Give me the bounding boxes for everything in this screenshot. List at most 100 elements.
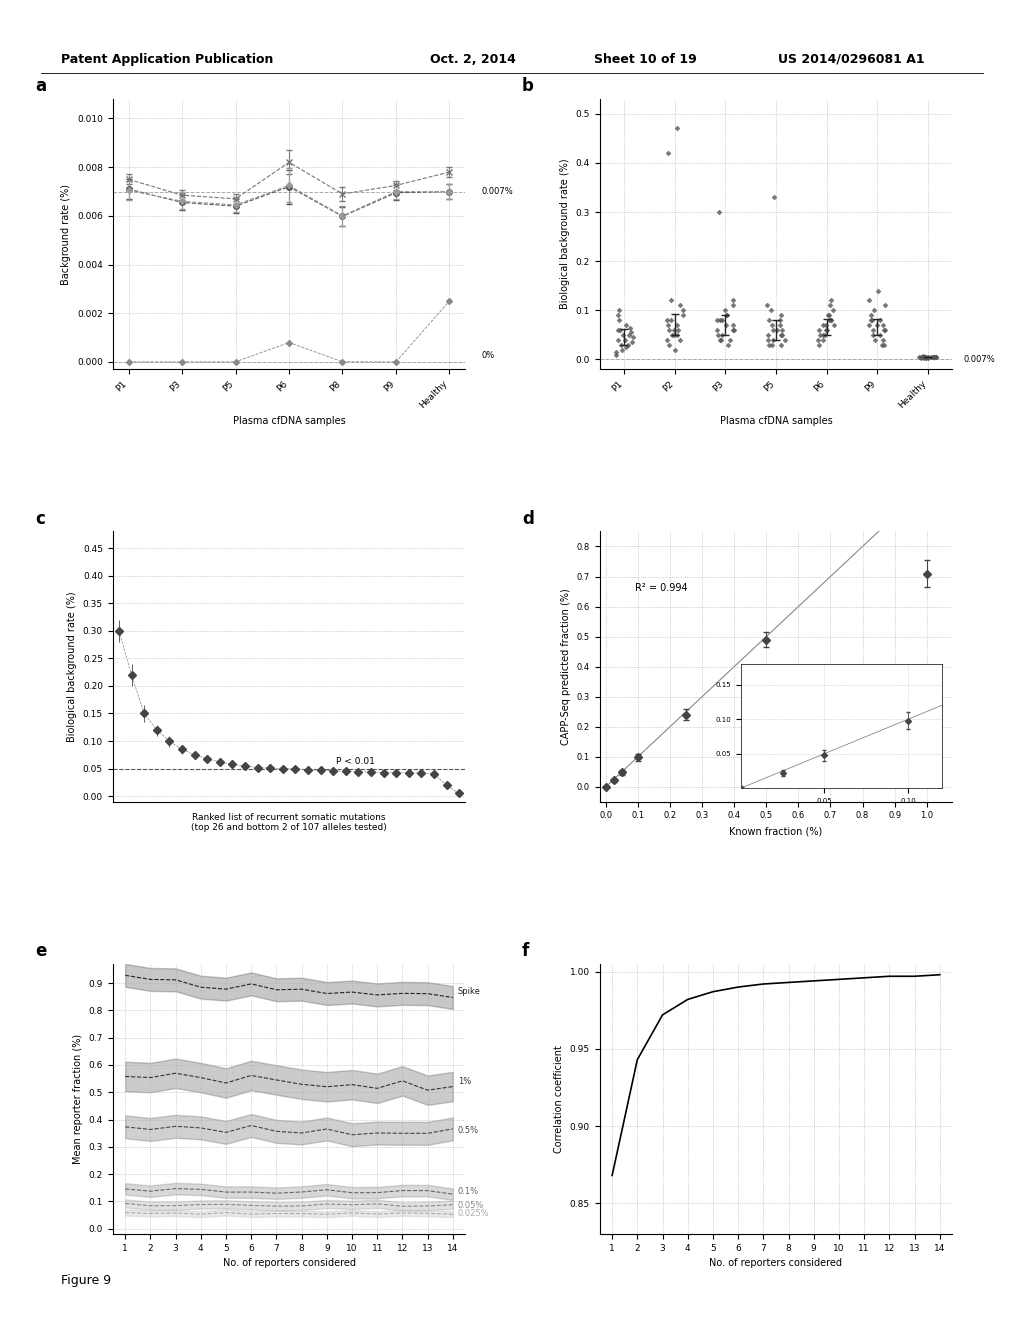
Point bbox=[774, 325, 791, 346]
Point bbox=[764, 314, 780, 335]
Text: b: b bbox=[522, 78, 534, 95]
Point bbox=[811, 334, 827, 355]
Point bbox=[718, 305, 734, 326]
Text: US 2014/0296081 A1: US 2014/0296081 A1 bbox=[778, 53, 925, 66]
Point bbox=[877, 319, 893, 341]
Point bbox=[710, 325, 726, 346]
Text: 0.007%: 0.007% bbox=[481, 187, 513, 197]
Point bbox=[918, 347, 934, 368]
Point bbox=[610, 305, 627, 326]
Point bbox=[821, 305, 838, 326]
Point bbox=[820, 310, 837, 331]
Point bbox=[662, 334, 678, 355]
Point bbox=[818, 314, 835, 335]
Point bbox=[608, 345, 625, 366]
Point bbox=[718, 314, 734, 335]
Y-axis label: Biological background rate (%): Biological background rate (%) bbox=[560, 158, 570, 309]
Point bbox=[673, 294, 689, 315]
X-axis label: No. of reporters considered: No. of reporters considered bbox=[710, 1258, 843, 1269]
Text: 0.007%: 0.007% bbox=[964, 355, 995, 364]
Point bbox=[773, 334, 790, 355]
Point bbox=[815, 329, 831, 350]
Point bbox=[625, 331, 641, 352]
Point bbox=[612, 319, 629, 341]
Point bbox=[914, 347, 931, 368]
Point bbox=[725, 319, 741, 341]
Point bbox=[764, 334, 780, 355]
Point bbox=[810, 319, 826, 341]
Point bbox=[869, 314, 886, 335]
Point bbox=[765, 319, 781, 341]
Text: e: e bbox=[35, 942, 46, 960]
Point bbox=[877, 294, 893, 315]
Point bbox=[621, 325, 637, 346]
Text: 1%: 1% bbox=[458, 1077, 471, 1086]
Point bbox=[910, 346, 927, 367]
Point bbox=[819, 319, 836, 341]
Point bbox=[823, 310, 840, 331]
Point bbox=[927, 347, 943, 368]
Text: P < 0.01: P < 0.01 bbox=[336, 758, 375, 766]
Text: 0%: 0% bbox=[481, 351, 495, 359]
Point bbox=[759, 294, 775, 315]
Point bbox=[776, 329, 793, 350]
Point bbox=[660, 143, 677, 164]
Point bbox=[610, 329, 627, 350]
Point bbox=[724, 290, 740, 312]
Point bbox=[760, 329, 776, 350]
Text: Sheet 10 of 19: Sheet 10 of 19 bbox=[594, 53, 696, 66]
Point bbox=[669, 314, 685, 335]
Text: 0.1%: 0.1% bbox=[458, 1188, 479, 1196]
Point bbox=[669, 117, 685, 139]
Point bbox=[709, 310, 725, 331]
Y-axis label: Correlation coefficient: Correlation coefficient bbox=[554, 1045, 564, 1152]
Text: d: d bbox=[522, 510, 534, 528]
Point bbox=[815, 314, 831, 335]
Point bbox=[712, 329, 728, 350]
Point bbox=[928, 346, 944, 367]
Point bbox=[722, 329, 738, 350]
Point bbox=[665, 325, 681, 346]
Point bbox=[916, 347, 933, 368]
Legend: Median, 75th percentile, Mean: Median, 75th percentile, Mean bbox=[177, 544, 401, 560]
Point bbox=[607, 342, 624, 363]
Point bbox=[725, 314, 741, 335]
Point bbox=[871, 310, 888, 331]
X-axis label: Ranked list of recurrent somatic mutations
(top 26 and bottom 2 of 107 alleles t: Ranked list of recurrent somatic mutatio… bbox=[191, 813, 387, 832]
Text: Patent Application Publication: Patent Application Publication bbox=[61, 53, 273, 66]
Text: a: a bbox=[35, 78, 46, 95]
Point bbox=[717, 300, 733, 321]
Point bbox=[928, 346, 944, 367]
Text: f: f bbox=[522, 942, 529, 960]
Point bbox=[616, 329, 633, 350]
Point bbox=[610, 300, 627, 321]
Point bbox=[612, 334, 629, 355]
Point bbox=[765, 329, 781, 350]
Text: Figure 9: Figure 9 bbox=[61, 1274, 112, 1287]
Point bbox=[664, 290, 680, 312]
Point bbox=[863, 305, 880, 326]
Y-axis label: Background rate (%): Background rate (%) bbox=[61, 183, 72, 285]
Point bbox=[625, 327, 641, 348]
Y-axis label: Biological background rate (%): Biological background rate (%) bbox=[68, 591, 77, 742]
Point bbox=[714, 310, 730, 331]
Point bbox=[920, 347, 936, 368]
Point bbox=[663, 310, 679, 331]
Point bbox=[711, 202, 727, 223]
Point bbox=[670, 319, 686, 341]
Point bbox=[658, 310, 675, 331]
Point bbox=[713, 329, 729, 350]
Point bbox=[675, 300, 691, 321]
Text: 0.5%: 0.5% bbox=[458, 1126, 479, 1135]
Point bbox=[869, 280, 886, 301]
Text: Oct. 2, 2014: Oct. 2, 2014 bbox=[430, 53, 516, 66]
Point bbox=[822, 310, 839, 331]
X-axis label: Known fraction (%): Known fraction (%) bbox=[729, 826, 822, 836]
Point bbox=[620, 334, 636, 355]
Point bbox=[867, 329, 884, 350]
Point bbox=[876, 319, 892, 341]
Point bbox=[766, 186, 782, 207]
Point bbox=[874, 314, 891, 335]
Point bbox=[611, 310, 628, 331]
Point bbox=[660, 319, 677, 341]
